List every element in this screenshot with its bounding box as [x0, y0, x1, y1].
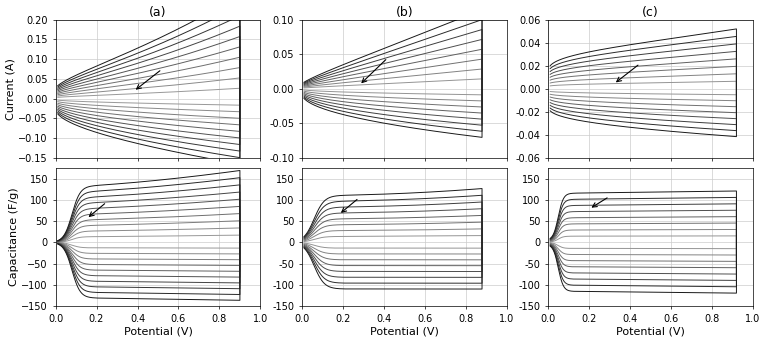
Title: (a): (a) [149, 5, 167, 18]
X-axis label: Potential (V): Potential (V) [370, 327, 439, 337]
Title: (c): (c) [642, 5, 659, 18]
X-axis label: Potential (V): Potential (V) [123, 327, 192, 337]
Y-axis label: Current (A): Current (A) [5, 58, 15, 120]
Y-axis label: Capacitance (F/g): Capacitance (F/g) [8, 188, 18, 286]
X-axis label: Potential (V): Potential (V) [616, 327, 685, 337]
Title: (b): (b) [395, 5, 413, 18]
